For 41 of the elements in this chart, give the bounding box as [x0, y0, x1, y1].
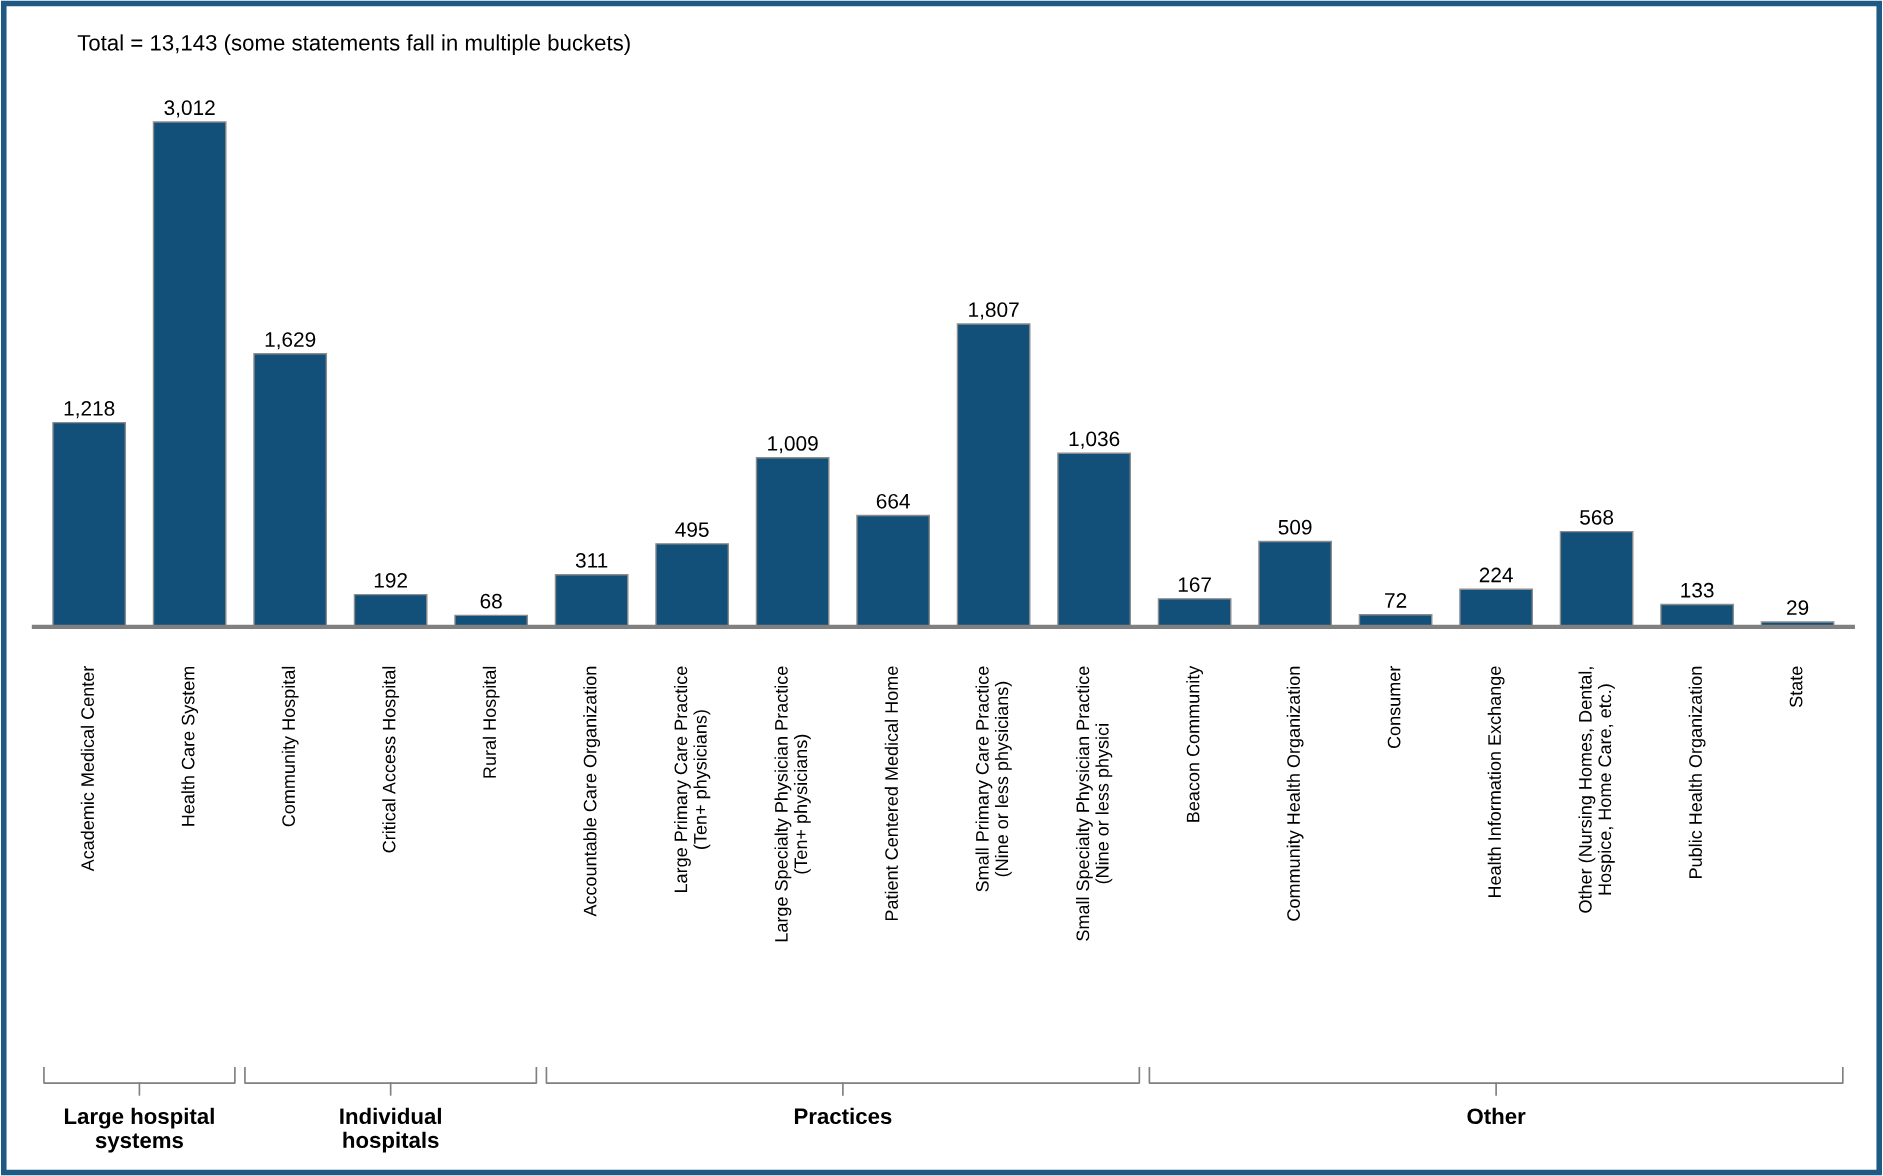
x-tick-label: Consumer — [1387, 665, 1401, 749]
data-label: 311 — [575, 553, 608, 568]
x-tick-label: Small Primary Care Practice (Nine or less physicians) — [975, 666, 1012, 892]
data-label: 1,036 — [1069, 431, 1120, 449]
data-label: 1,009 — [768, 436, 818, 454]
x-tick-label: Health Care System — [181, 666, 199, 826]
x-tick-label: Large Primary Care Practice (Ten+ physicians) — [674, 666, 711, 892]
data-label: 568 — [1580, 509, 1614, 525]
data-label: 224 — [1479, 567, 1513, 583]
text: Large hospital systems — [64, 1107, 214, 1153]
x-tick-label: Large Specialty Physician Practice (Ten+ physicians) — [774, 666, 811, 942]
x-tick-label: Health Information Exchange — [1487, 666, 1505, 898]
text: Practices — [794, 1107, 892, 1125]
x-tick-label: Patient Centered Medical Home — [884, 666, 898, 921]
x-tick-label: Community Hospital — [281, 666, 299, 827]
x-tick-label: Other (Nursing Homes, Dental, Hospice, Home Care, etc.) — [1578, 667, 1615, 913]
x-tick-label: Small Specialty Physician Practice (Nine or less physici — [1075, 666, 1113, 941]
data-label: 495 — [675, 522, 709, 537]
data-label: 167 — [1178, 577, 1211, 592]
x-tick-label: Community Health Organization — [1286, 666, 1304, 921]
text: Individual hospitals — [340, 1107, 441, 1153]
data-label: 509 — [1278, 519, 1312, 535]
x-tick-label: State — [1789, 666, 1803, 708]
x-tick-label: Beacon Community — [1186, 665, 1204, 822]
data-label: 664 — [876, 493, 910, 509]
data-label: 72 — [1385, 593, 1407, 608]
x-tick-label: Rural Hospital — [482, 666, 500, 778]
data-label: 3,012 — [164, 100, 215, 118]
x-tick-label: Public Health Organization — [1688, 666, 1706, 878]
data-label: 29 — [1787, 600, 1809, 616]
data-label: 1,218 — [64, 401, 115, 419]
text: Other — [1467, 1107, 1526, 1125]
x-tick-label: Critical Access Hospital — [382, 666, 400, 853]
data-label: 192 — [374, 572, 407, 588]
chart-title: Total = 13,143 (some statements fall in multiple buckets) — [77, 34, 630, 56]
data-label: 68 — [480, 593, 502, 609]
x-tick-label: Accountable Care Organization — [583, 666, 601, 917]
data-label: 1,629 — [265, 332, 316, 350]
x-tick-label: Academic Medical Center — [80, 665, 95, 872]
data-label: 133 — [1681, 582, 1714, 598]
data-label: 1,807 — [969, 302, 1019, 320]
